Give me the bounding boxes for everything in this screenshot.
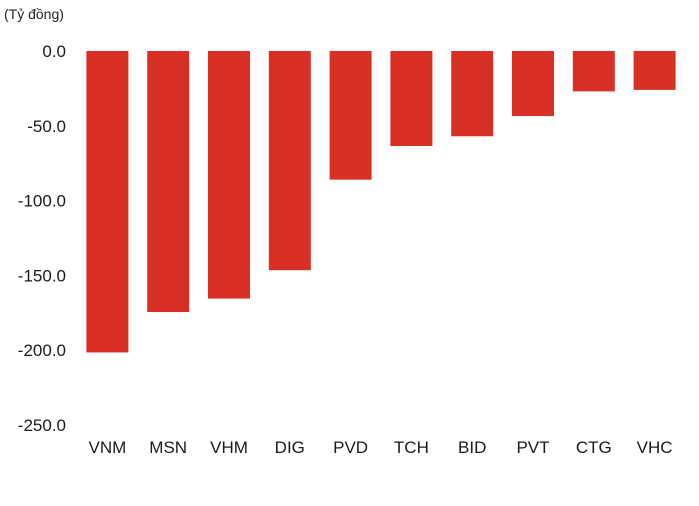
y-tick-label: 0.0 — [42, 42, 66, 61]
x-category-label: DIG — [275, 438, 305, 457]
y-axis-ticks: 0.0 -50.0 -100.0 -150.0 -200.0 -250.0 — [18, 42, 66, 435]
x-axis-categories: VNM MSN VHM DIG PVD TCH BID PVT CTG VHC — [89, 438, 673, 457]
bar-msn — [147, 51, 190, 313]
bar-pvd — [329, 51, 372, 180]
y-tick-label: -250.0 — [18, 416, 66, 435]
x-category-label: MSN — [149, 438, 187, 457]
bar-vnm — [86, 51, 129, 353]
bar-tch — [390, 51, 433, 146]
x-category-label: TCH — [394, 438, 429, 457]
x-category-label: PVT — [516, 438, 549, 457]
x-category-label: VNM — [89, 438, 127, 457]
bar-vhc — [633, 51, 676, 90]
bar-bid — [451, 51, 494, 137]
x-category-label: BID — [458, 438, 486, 457]
bar-ctg — [572, 51, 615, 92]
y-axis-unit-label: (Tỷ đồng) — [4, 6, 64, 22]
bar-pvt — [512, 51, 554, 117]
x-category-label: VHM — [210, 438, 248, 457]
bar-vhm — [208, 51, 250, 299]
x-category-label: PVD — [333, 438, 368, 457]
y-tick-label: -100.0 — [18, 192, 66, 211]
y-tick-label: -150.0 — [18, 266, 66, 285]
x-category-label: VHC — [637, 438, 673, 457]
bars — [86, 51, 676, 353]
bar-dig — [268, 51, 311, 271]
x-category-label: CTG — [576, 438, 612, 457]
y-tick-label: -200.0 — [18, 341, 66, 360]
y-tick-label: -50.0 — [27, 117, 66, 136]
